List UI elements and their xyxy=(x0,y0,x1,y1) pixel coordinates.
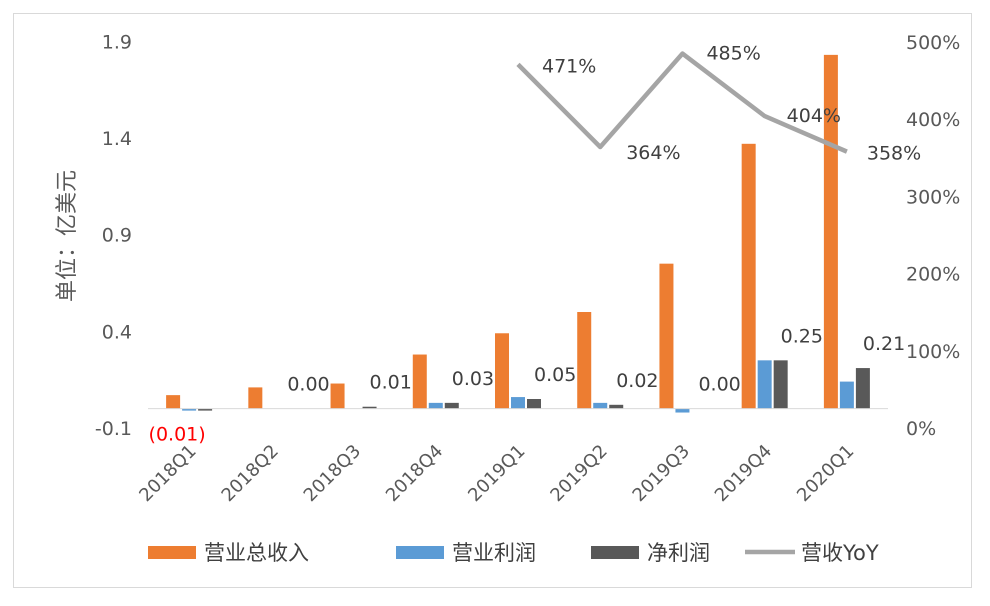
net-profit-label: 0.02 xyxy=(616,370,658,392)
bar-营业利润 xyxy=(511,397,525,409)
bar-营业利润 xyxy=(757,360,772,409)
x-tick-label: 2018Q2 xyxy=(218,441,283,506)
yoy-label: 485% xyxy=(706,43,760,65)
bar-营业利润 xyxy=(675,408,690,413)
legend-label: 营收YoY xyxy=(801,541,879,565)
y-tick-label: 1.4 xyxy=(102,128,132,150)
legend-label: 营业利润 xyxy=(452,541,536,565)
plot-area xyxy=(166,51,870,413)
y2-tick-label: 300% xyxy=(906,186,960,208)
bar-净利润 xyxy=(773,360,788,409)
x-tick-label: 2019Q3 xyxy=(629,441,694,506)
y-tick-label: 0.4 xyxy=(102,321,132,343)
bar-净利润 xyxy=(609,404,624,409)
bar-营业利润 xyxy=(593,402,608,409)
line-yoy xyxy=(516,51,848,154)
bar-净利润 xyxy=(362,406,377,409)
x-tick-label: 2019Q2 xyxy=(546,441,611,506)
bar-营业利润 xyxy=(182,408,197,411)
net-profit-label: 0.01 xyxy=(370,372,412,394)
yoy-label: 364% xyxy=(626,142,680,164)
y-axis-title: 单位：亿美元 xyxy=(55,170,80,302)
bar-净利润 xyxy=(855,368,870,409)
y2-tick-label: 200% xyxy=(906,264,960,286)
yoy-label: 358% xyxy=(867,143,921,165)
yoy-label: 471% xyxy=(542,55,596,77)
net-profit-label: 0.00 xyxy=(698,374,740,396)
y2-tick-label: 500% xyxy=(906,32,960,54)
y2-tick-label: 0% xyxy=(906,418,936,440)
data-labels: (0.01) 0.00 0.01 0.03 0.05 0.02 0.00 0.25 0.21 47… xyxy=(149,43,922,446)
net-profit-label: (0.01) xyxy=(149,424,206,446)
legend: 营业总收入 营业利润 净利润 营收YoY xyxy=(148,541,879,565)
bar-营业利润 xyxy=(428,402,443,409)
x-tick-label: 2019Q1 xyxy=(464,441,529,506)
y2-tick-label: 400% xyxy=(906,109,960,131)
legend-swatch xyxy=(148,546,196,559)
x-tick-label: 2020Q1 xyxy=(793,441,858,506)
bar-净利润 xyxy=(527,399,541,409)
y-tick-label: -0.1 xyxy=(95,418,132,440)
legend-swatch xyxy=(396,546,444,559)
bar-营业总收入 xyxy=(741,143,756,409)
y-tick-label: 0.9 xyxy=(102,225,132,247)
x-tick-label: 2018Q4 xyxy=(382,441,447,506)
x-tick-label: 2018Q1 xyxy=(135,441,200,506)
y-tick-label: 1.9 xyxy=(102,31,132,53)
bar-营业利润 xyxy=(839,381,854,409)
bar-净利润 xyxy=(444,402,459,409)
net-profit-label: 0.03 xyxy=(452,368,494,390)
net-profit-label: 0.00 xyxy=(287,374,329,396)
bar-营业总收入 xyxy=(412,354,427,409)
legend-label: 净利润 xyxy=(647,541,710,565)
bar-营业总收入 xyxy=(248,387,263,409)
legend-swatch xyxy=(591,546,639,559)
bar-净利润 xyxy=(198,408,213,411)
net-profit-label: 0.21 xyxy=(863,333,905,355)
bar-营业总收入 xyxy=(495,333,509,409)
y2-tick-label: 100% xyxy=(906,341,960,363)
net-profit-label: 0.05 xyxy=(534,364,576,386)
bar-营业总收入 xyxy=(166,395,181,409)
x-tick-label: 2019Q4 xyxy=(711,441,776,506)
yoy-label: 404% xyxy=(787,105,841,127)
legend-label: 营业总收入 xyxy=(204,541,309,565)
bar-营业总收入 xyxy=(330,383,345,409)
net-profit-label: 0.25 xyxy=(781,325,823,347)
bar-营业总收入 xyxy=(577,312,592,409)
x-tick-label: 2018Q3 xyxy=(300,441,365,506)
chart-frame xyxy=(13,13,972,588)
bar-营业总收入 xyxy=(659,263,674,409)
